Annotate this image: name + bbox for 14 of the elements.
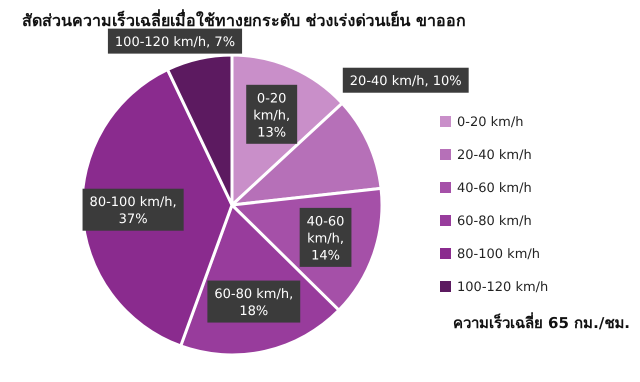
- legend-label: 40-60 km/h: [457, 181, 532, 196]
- legend-label: 60-80 km/h: [457, 214, 532, 229]
- data-label: 80-100 km/h, 37%: [90, 195, 177, 228]
- legend-label: 0-20 km/h: [457, 115, 524, 130]
- text: ความเร็วเฉลี่ย 65 กม./ชม.: [452, 312, 630, 332]
- data-label: 0-20 km/h, 13%: [253, 91, 290, 140]
- data-label: 60-80 km/h, 18%: [214, 287, 294, 320]
- data-label: 40-60 km/h, 14%: [306, 214, 344, 264]
- legend-label: 100-120 km/h: [457, 280, 548, 295]
- chart-title: สัดส่วนความเร็วเฉลี่ยเมื่อใช้ทางยกระดับ ช่วงเร่งด่วนเย็น ขาออก: [22, 9, 466, 30]
- legend-label: 80-100 km/h: [457, 247, 540, 262]
- data-label: 100-120 km/h, 7%: [114, 35, 236, 50]
- data-label: 20-40 km/h, 10%: [350, 74, 462, 90]
- legend-label: 20-40 km/h: [457, 148, 532, 163]
